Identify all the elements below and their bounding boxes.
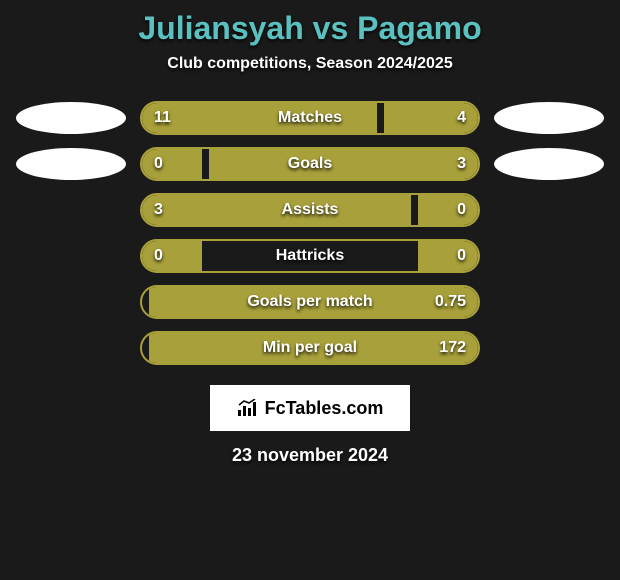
snapshot-date: 23 november 2024 [0,445,620,466]
stat-label: Matches [142,103,478,133]
chart-icon [237,399,259,417]
fctables-logo: FcTables.com [210,385,410,431]
player-right-marker [494,148,604,180]
stat-label: Hattricks [142,241,478,271]
stat-row: 114Matches [0,101,620,135]
stat-bar: 03Goals [140,147,480,181]
stat-bar: 172Min per goal [140,331,480,365]
stat-label: Goals [142,149,478,179]
comparison-title: Juliansyah vs Pagamo [0,10,620,47]
stat-row: 00Hattricks [0,239,620,273]
stat-row: 0.75Goals per match [0,285,620,319]
stat-bar: 114Matches [140,101,480,135]
comparison-subtitle: Club competitions, Season 2024/2025 [0,55,620,73]
player-right-marker [494,102,604,134]
stat-bar: 00Hattricks [140,239,480,273]
stat-label: Min per goal [142,333,478,363]
logo-text: FcTables.com [265,398,384,419]
stat-label: Assists [142,195,478,225]
stat-row: 172Min per goal [0,331,620,365]
stat-bar: 30Assists [140,193,480,227]
stat-row: 03Goals [0,147,620,181]
stat-bar: 0.75Goals per match [140,285,480,319]
player-left-marker [16,148,126,180]
player-left-marker [16,102,126,134]
stat-row: 30Assists [0,193,620,227]
stat-label: Goals per match [142,287,478,317]
